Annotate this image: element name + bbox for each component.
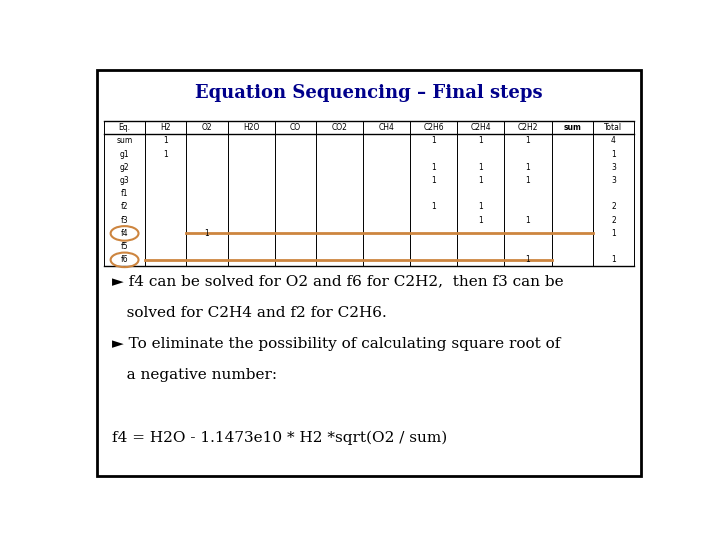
Text: 1: 1 — [431, 176, 436, 185]
Text: 1: 1 — [163, 136, 168, 145]
Text: CO: CO — [290, 123, 301, 132]
Text: sum: sum — [117, 136, 132, 145]
Text: f1: f1 — [121, 189, 128, 198]
FancyBboxPatch shape — [96, 70, 642, 476]
Text: 1: 1 — [479, 163, 483, 172]
Text: g1: g1 — [120, 150, 130, 159]
Text: Equation Sequencing – Final steps: Equation Sequencing – Final steps — [195, 84, 543, 102]
Text: 1: 1 — [611, 150, 616, 159]
Text: C2H4: C2H4 — [471, 123, 491, 132]
Text: 1: 1 — [526, 255, 531, 265]
Text: 1: 1 — [611, 229, 616, 238]
Text: 1: 1 — [526, 176, 531, 185]
Text: 3: 3 — [611, 163, 616, 172]
Text: C2H6: C2H6 — [423, 123, 444, 132]
Text: C2H2: C2H2 — [518, 123, 539, 132]
Text: f2: f2 — [121, 202, 128, 212]
Text: 1: 1 — [431, 202, 436, 212]
Text: 1: 1 — [479, 202, 483, 212]
Text: 1: 1 — [431, 163, 436, 172]
Text: 1: 1 — [204, 229, 210, 238]
Text: 1: 1 — [431, 136, 436, 145]
Text: 3: 3 — [611, 176, 616, 185]
Text: 2: 2 — [611, 215, 616, 225]
Text: 2: 2 — [611, 202, 616, 212]
Text: f3: f3 — [121, 215, 128, 225]
Text: CH4: CH4 — [379, 123, 395, 132]
Text: 1: 1 — [479, 215, 483, 225]
Text: a negative number:: a negative number: — [112, 368, 277, 382]
Text: Eq.: Eq. — [119, 123, 130, 132]
Text: f4 = H2O - 1.1473e10 * H2 *sqrt(O2 / sum): f4 = H2O - 1.1473e10 * H2 *sqrt(O2 / sum… — [112, 431, 448, 445]
Text: O2: O2 — [202, 123, 212, 132]
Text: ► To eliminate the possibility of calculating square root of: ► To eliminate the possibility of calcul… — [112, 337, 561, 351]
Text: 1: 1 — [479, 176, 483, 185]
Text: 4: 4 — [611, 136, 616, 145]
Text: 1: 1 — [526, 136, 531, 145]
Text: sum: sum — [563, 123, 581, 132]
Text: 1: 1 — [526, 163, 531, 172]
Text: CO2: CO2 — [332, 123, 348, 132]
Text: 1: 1 — [479, 136, 483, 145]
Text: 1: 1 — [611, 255, 616, 265]
Text: f4: f4 — [121, 229, 128, 238]
Text: H2O: H2O — [243, 123, 259, 132]
Text: solved for C2H4 and f2 for C2H6.: solved for C2H4 and f2 for C2H6. — [112, 306, 387, 320]
Text: f6: f6 — [121, 255, 128, 265]
Text: f5: f5 — [121, 242, 128, 251]
Text: H2: H2 — [161, 123, 171, 132]
Text: ► f4 can be solved for O2 and f6 for C2H2,  then f3 can be: ► f4 can be solved for O2 and f6 for C2H… — [112, 275, 564, 289]
Text: g3: g3 — [120, 176, 130, 185]
Text: Total: Total — [604, 123, 623, 132]
Text: 1: 1 — [526, 215, 531, 225]
Text: 1: 1 — [163, 150, 168, 159]
Text: g2: g2 — [120, 163, 130, 172]
